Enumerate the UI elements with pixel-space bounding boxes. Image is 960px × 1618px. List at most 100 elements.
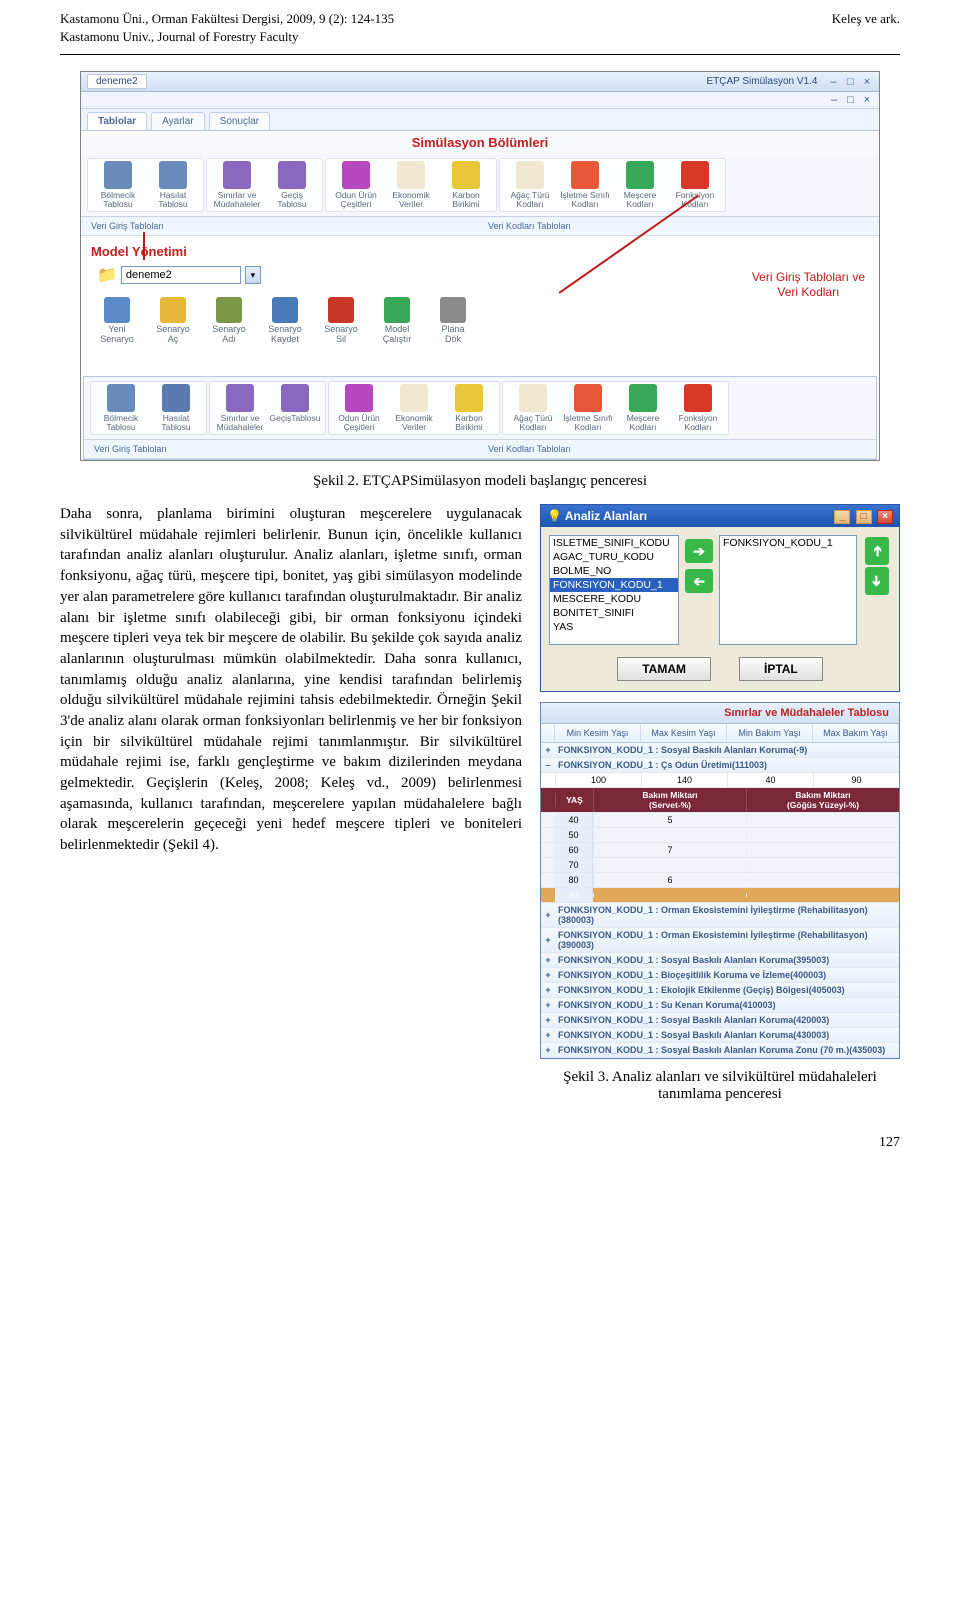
ribbon-item[interactable]: Geçiş Tablosu (266, 161, 318, 209)
cancel-button[interactable]: İPTAL (739, 657, 823, 681)
ribbon-item[interactable]: Ekonomik Veriler (388, 384, 440, 432)
model-toolbar-item[interactable]: Senaryo Sil (317, 297, 365, 344)
expand-icon[interactable]: + (541, 985, 555, 995)
list-item[interactable]: MESCERE_KODU (550, 592, 678, 606)
menu-tab-sonuclar[interactable]: Sonuçlar (209, 112, 270, 130)
subtab-veri-giris[interactable]: Veri Giriş Tabloları (87, 219, 476, 233)
ribbon-item[interactable]: Hasılat Tablosu (147, 161, 199, 209)
ribbon-item[interactable]: Hasılat Tablosu (150, 384, 202, 432)
tree-group-row[interactable]: +FONKSIYON_KODU_1 : Orman Ekosistemini İ… (541, 928, 899, 953)
inner-maximize-icon[interactable]: □ (844, 94, 856, 106)
table-row[interactable]: 806 (541, 873, 899, 888)
expand-icon[interactable]: + (541, 910, 555, 920)
tree-group-row[interactable]: +FONKSIYON_KODU_1 : Ekolojik Etkilenme (… (541, 983, 899, 998)
ok-button[interactable]: TAMAM (617, 657, 711, 681)
selected-fields-list[interactable]: FONKSIYON_KODU_1 (719, 535, 857, 645)
expand-icon[interactable]: + (541, 1045, 555, 1055)
tree-group-row[interactable]: +FONKSIYON_KODU_1 : Bioçeşitlilik Koruma… (541, 968, 899, 983)
list-item[interactable]: FONKSIYON_KODU_1 (550, 578, 678, 592)
tree-group-row[interactable]: +FONKSIYON_KODU_1 : Orman Ekosistemini İ… (541, 903, 899, 928)
move-up-button[interactable]: ➔ (865, 537, 889, 565)
ribbon-item[interactable]: Fonksiyon Kodları (672, 384, 724, 432)
list-item[interactable]: FONKSIYON_KODU_1 (720, 536, 856, 550)
table-row[interactable]: 405 (541, 813, 899, 828)
scenario-name-input[interactable] (121, 266, 241, 284)
expand-icon[interactable]: + (541, 970, 555, 980)
move-down-button[interactable]: ➔ (865, 567, 889, 595)
subtab2-veri-kodlari[interactable]: Veri Kodları Tabloları (484, 442, 870, 456)
ribbon-item[interactable]: İşletme Sınıfı Kodları (559, 161, 611, 209)
ribbon2-subtabs: Veri Giriş Tabloları Veri Kodları Tablol… (84, 440, 876, 459)
expand-icon[interactable]: – (541, 760, 555, 770)
table-row[interactable]: 70 (541, 858, 899, 873)
ribbon-item[interactable]: Ekonomik Veriler (385, 161, 437, 209)
move-right-button[interactable]: ➔ (685, 539, 713, 563)
ribbon-item[interactable]: Ağaç Türü Kodları (504, 161, 556, 209)
inner-minimize-icon[interactable]: – (828, 94, 840, 106)
list-item[interactable]: AGAC_TURU_KODU (550, 550, 678, 564)
inner-close-icon[interactable]: × (861, 94, 873, 106)
subtab-veri-kodlari[interactable]: Veri Kodları Tabloları (484, 219, 873, 233)
model-toolbar-item[interactable]: Senaryo Kaydet (261, 297, 309, 344)
ribbon-item[interactable]: Bölmecik Tablosu (92, 161, 144, 209)
toolbar-glyph-icon (384, 297, 410, 323)
menu-tab-tablolar[interactable]: Tablolar (87, 112, 147, 130)
ribbon-item[interactable]: Odun Ürün Çeşitleri (330, 161, 382, 209)
model-toolbar-item[interactable]: Senaryo Adı (205, 297, 253, 344)
table-row[interactable]: 90 (541, 888, 899, 903)
move-left-button[interactable]: ➔ (685, 569, 713, 593)
ribbon-item[interactable]: Sınırlar ve Müdahaleler (214, 384, 266, 432)
list-item[interactable]: BOLME_NO (550, 564, 678, 578)
tree-group-row[interactable]: +FONKSIYON_KODU_1 : Sosyal Baskılı Alanl… (541, 953, 899, 968)
ribbon-item[interactable]: Odun Ürün Çeşitleri (333, 384, 385, 432)
ribbon-item[interactable]: Karbon Birikimi (443, 384, 495, 432)
expand-icon[interactable]: + (541, 1000, 555, 1010)
ribbon-item[interactable]: Ağaç Türü Kodları (507, 384, 559, 432)
table-row[interactable]: 607 (541, 843, 899, 858)
minimize-icon[interactable]: – (827, 76, 839, 88)
tree-group-row[interactable]: +FONKSIYON_KODU_1 : Sosyal Baskılı Alanl… (541, 1043, 899, 1058)
tree-group-row[interactable]: +FONKSIYON_KODU_1 : Sosyal Baskılı Alanl… (541, 1013, 899, 1028)
document-tab[interactable]: deneme2 (87, 74, 147, 89)
close-icon[interactable]: × (861, 76, 873, 88)
dlg-close-icon[interactable]: × (877, 510, 893, 524)
dropdown-icon[interactable]: ▾ (245, 266, 261, 284)
ribbon-item[interactable]: Meşcere Kodları (617, 384, 669, 432)
row-cell (593, 893, 746, 897)
group-label: FONKSIYON_KODU_1 : Çs Odun Üretimi(11100… (555, 758, 899, 772)
model-toolbar-item[interactable]: Plana Dök (429, 297, 477, 344)
ribbon-item[interactable]: Karbon Birikimi (440, 161, 492, 209)
ribbon-glyph-icon (342, 161, 370, 189)
tree-group-row[interactable]: –FONKSIYON_KODU_1 : Çs Odun Üretimi(1110… (541, 758, 899, 773)
expand-icon[interactable]: + (541, 935, 555, 945)
tree-group-row[interactable]: +FONKSIYON_KODU_1 : Sosyal Baskılı Alanl… (541, 743, 899, 758)
ribbon-item[interactable]: Sınırlar ve Müdahaleler (211, 161, 263, 209)
ribbon-item[interactable]: Fonksiyon Kodları (669, 161, 721, 209)
tree-group-row[interactable]: +FONKSIYON_KODU_1 : Sosyal Baskılı Alanl… (541, 1028, 899, 1043)
expand-icon[interactable]: + (541, 955, 555, 965)
maximize-icon[interactable]: □ (844, 76, 856, 88)
list-item[interactable]: YAS (550, 620, 678, 634)
tree-group-row[interactable]: +FONKSIYON_KODU_1 : Su Kenarı Koruma(410… (541, 998, 899, 1013)
menu-tab-ayarlar[interactable]: Ayarlar (151, 112, 205, 130)
dlg-minimize-icon[interactable]: _ (834, 510, 850, 524)
ribbon-glyph-icon (452, 161, 480, 189)
ribbon-item[interactable]: İşletme Sınıfı Kodları (562, 384, 614, 432)
subtab2-veri-giris[interactable]: Veri Giriş Tabloları (90, 442, 476, 456)
expand-icon[interactable]: + (541, 1015, 555, 1025)
ribbon-item-label: Odun Ürün Çeşitleri (335, 191, 377, 209)
available-fields-list[interactable]: ISLETME_SINIFI_KODUAGAC_TURU_KODUBOLME_N… (549, 535, 679, 645)
model-toolbar-item[interactable]: Senaryo Aç (149, 297, 197, 344)
row-age-label: 70 (555, 858, 593, 872)
table-row[interactable]: 50 (541, 828, 899, 843)
model-toolbar-item[interactable]: Model Çalıştır (373, 297, 421, 344)
dlg-maximize-icon[interactable]: □ (856, 510, 872, 524)
ribbon-item[interactable]: Bölmecik Tablosu (95, 384, 147, 432)
model-toolbar-item[interactable]: Yeni Senaryo (93, 297, 141, 344)
expand-icon[interactable]: + (541, 745, 555, 755)
ribbon-item[interactable]: GeçişTablosu (269, 384, 321, 432)
ribbon-item[interactable]: Meşcere Kodları (614, 161, 666, 209)
list-item[interactable]: ISLETME_SINIFI_KODU (550, 536, 678, 550)
expand-icon[interactable]: + (541, 1030, 555, 1040)
list-item[interactable]: BONITET_SINIFI (550, 606, 678, 620)
